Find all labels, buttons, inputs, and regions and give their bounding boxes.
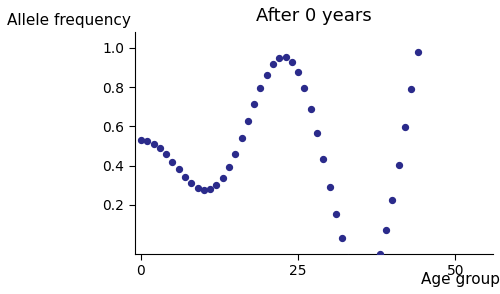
Point [200, 188, 208, 192]
Point [420, 17, 428, 22]
Point [288, 60, 296, 64]
Point [168, 159, 176, 164]
Point [256, 86, 264, 91]
Point [376, 251, 384, 256]
Point [244, 119, 252, 123]
Point [137, 138, 145, 143]
Point [320, 157, 328, 162]
Point [156, 146, 164, 151]
Point [188, 181, 196, 185]
Point [150, 141, 158, 146]
Point [388, 197, 396, 202]
Point [300, 86, 308, 91]
Point [414, 50, 422, 54]
Point [162, 152, 170, 157]
Point [357, 277, 365, 282]
Point [395, 162, 403, 167]
Point [401, 125, 409, 129]
Title: After 0 years: After 0 years [256, 7, 372, 25]
Point [294, 70, 302, 75]
Point [206, 187, 214, 191]
Point [238, 136, 246, 140]
Point [276, 56, 283, 61]
Point [382, 228, 390, 232]
Point [344, 255, 352, 260]
Point [250, 102, 258, 107]
Point [269, 62, 277, 67]
Point [370, 268, 378, 273]
Point [408, 86, 416, 91]
Point [194, 185, 202, 190]
Point [306, 106, 314, 111]
Point [313, 131, 321, 135]
Point [262, 72, 270, 77]
Point [144, 139, 152, 143]
Point [218, 175, 226, 180]
Point [350, 270, 358, 275]
Point [232, 151, 239, 156]
X-axis label: Age group: Age group [421, 272, 500, 287]
Point [282, 55, 290, 60]
Point [181, 174, 189, 179]
Point [326, 185, 334, 189]
Point [174, 167, 182, 171]
Point [338, 235, 346, 240]
Point [364, 277, 372, 281]
Y-axis label: Allele frequency: Allele frequency [7, 13, 131, 28]
Point [225, 165, 233, 169]
Point [332, 211, 340, 216]
Point [212, 183, 220, 187]
